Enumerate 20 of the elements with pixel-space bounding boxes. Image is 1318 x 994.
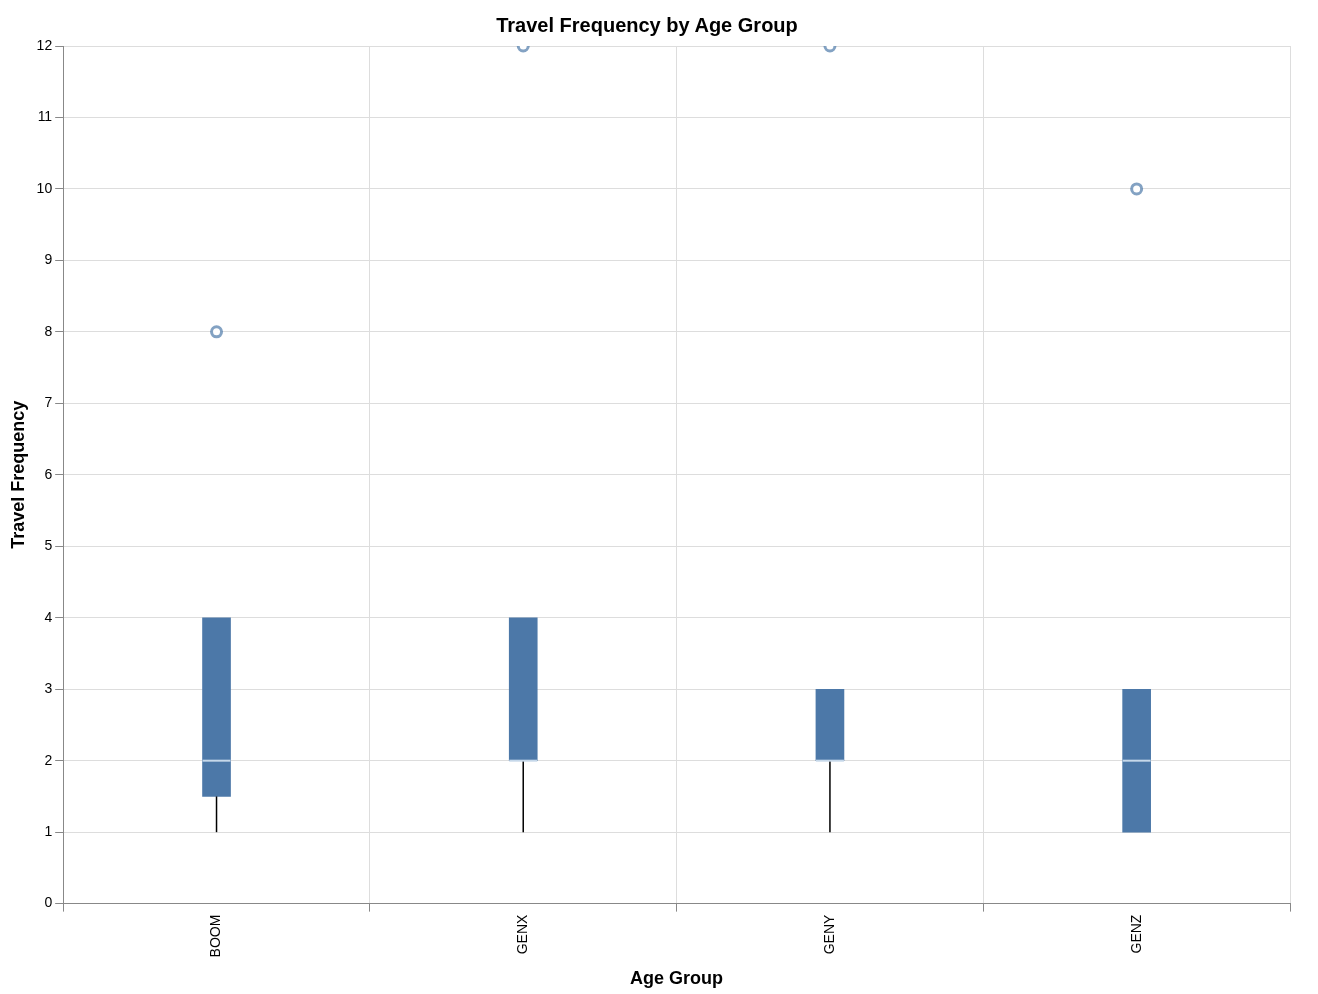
chart-title: Travel Frequency by Age Group — [496, 13, 798, 36]
y-tick-label: 8 — [44, 322, 53, 339]
y-tick-label: 9 — [44, 251, 53, 268]
y-tick-label: 7 — [44, 394, 53, 411]
y-tick-label: 12 — [36, 36, 53, 53]
x-tick-label: GENX — [514, 913, 531, 955]
y-tick-label: 3 — [44, 680, 53, 697]
y-tick-label: 0 — [44, 894, 53, 911]
x-axis-title: Age Group — [630, 968, 724, 989]
y-tick-label: 1 — [44, 823, 53, 840]
y-tick-label: 11 — [37, 108, 53, 125]
y-tick-label: 6 — [44, 465, 53, 482]
y-tick-label: 2 — [44, 751, 53, 768]
y-tick-label: 4 — [44, 608, 53, 625]
y-axis-title: Travel Frequency — [7, 400, 28, 549]
x-tick-label: GENZ — [1127, 914, 1144, 954]
x-tick-label: GENY — [820, 913, 837, 955]
y-tick-label: 10 — [36, 179, 53, 196]
y-tick-label: 5 — [44, 537, 53, 554]
x-tick-label: BOOM — [207, 914, 224, 958]
